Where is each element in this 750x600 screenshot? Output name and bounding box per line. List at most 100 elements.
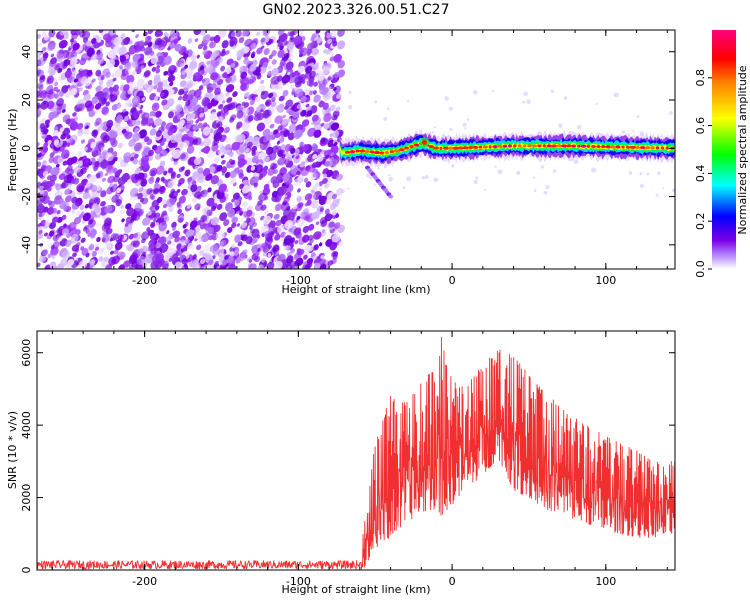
sparse-dot [373, 183, 377, 186]
signal-core [439, 146, 443, 150]
noise-blob [299, 249, 305, 255]
sparse-dot [402, 186, 406, 190]
noise-blob [58, 236, 63, 242]
noise-blob [89, 263, 95, 269]
noise-blob [39, 122, 46, 130]
noise-blob [226, 97, 233, 103]
noise-blob [197, 122, 203, 129]
noise-blob [263, 48, 270, 56]
noise-blob [229, 41, 235, 47]
noise-blob [189, 220, 198, 229]
noise-blob [148, 79, 153, 86]
signal-core [556, 144, 562, 148]
noise-blob [193, 30, 202, 36]
noise-blob [314, 261, 321, 269]
noise-blob [137, 57, 145, 66]
noise-blob [211, 99, 215, 104]
noise-blob [277, 125, 283, 131]
noise-blob [155, 177, 160, 182]
noise-blob [219, 265, 224, 269]
noise-blob [86, 40, 92, 47]
noise-blob [335, 173, 344, 181]
sparse-dot [473, 90, 478, 95]
noise-blob [71, 244, 80, 252]
noise-blob [81, 220, 86, 225]
noise-blob [275, 260, 283, 269]
noise-blob [277, 157, 287, 166]
noise-blob [132, 110, 140, 119]
noise-blob [153, 85, 158, 90]
noise-blob [111, 73, 115, 78]
noise-blob [231, 243, 236, 249]
noise-blob [109, 237, 114, 242]
noise-blob [124, 222, 129, 227]
sparse-dot [466, 118, 470, 121]
noise-blob [277, 49, 285, 58]
signal-core [344, 150, 351, 154]
noise-blob [302, 144, 309, 152]
noise-blob [277, 224, 285, 234]
noise-blob [276, 140, 281, 145]
noise-blob [138, 187, 143, 192]
noise-blob [202, 126, 211, 136]
noise-blob [93, 130, 97, 135]
noise-blob [116, 187, 122, 194]
noise-blob [133, 232, 138, 239]
noise-blob [144, 136, 150, 143]
noise-blob [180, 63, 184, 68]
noise-blob [187, 177, 193, 182]
noise-blob [106, 59, 116, 69]
noise-blob [232, 91, 238, 98]
noise-blob [216, 164, 223, 172]
snr-plot-area [37, 336, 675, 570]
noise-blob [79, 57, 86, 66]
noise-blob [47, 100, 55, 110]
noise-blob [112, 233, 119, 241]
noise-blob [59, 198, 64, 204]
noise-blob [210, 72, 219, 81]
noise-blob [37, 152, 42, 158]
noise-blob [59, 127, 65, 133]
noise-blob [275, 84, 280, 90]
noise-blob [79, 204, 85, 211]
noise-blob [311, 48, 320, 56]
noise-blob [49, 85, 53, 90]
noise-blob [315, 221, 320, 226]
noise-blob [189, 60, 198, 70]
noise-blob [59, 30, 66, 36]
sparse-dot [639, 172, 643, 176]
signal-core [561, 144, 567, 148]
snr-xtick-label: 100 [595, 575, 616, 588]
noise-blob [274, 203, 283, 211]
noise-blob [213, 132, 223, 142]
noise-blob [221, 40, 229, 49]
noise-blob [156, 86, 164, 93]
noise-blob [275, 104, 281, 111]
noise-blob [56, 263, 64, 269]
noise-blob [54, 81, 59, 87]
noise-blob [295, 257, 304, 267]
sparse-dot [543, 190, 548, 195]
noise-blob [82, 69, 88, 76]
noise-blob [302, 225, 310, 233]
noise-blob [77, 150, 83, 157]
snr-xtick-label: -100 [286, 575, 311, 588]
noise-blob [90, 184, 98, 193]
sparse-dot [655, 193, 659, 197]
noise-blob [106, 119, 114, 129]
noise-blob [39, 254, 47, 263]
noise-blob [155, 242, 161, 249]
noise-blob [268, 230, 275, 239]
signal-core [542, 144, 547, 148]
noise-blob [325, 197, 332, 205]
noise-blob [100, 190, 107, 198]
noise-blob [39, 189, 45, 195]
signal-core [478, 145, 483, 149]
noise-blob [286, 206, 291, 211]
noise-blob [128, 40, 133, 45]
noise-blob [281, 74, 291, 84]
noise-blob [266, 261, 275, 269]
noise-blob [260, 204, 267, 211]
noise-blob [162, 137, 167, 143]
sparse-dot [628, 171, 633, 175]
